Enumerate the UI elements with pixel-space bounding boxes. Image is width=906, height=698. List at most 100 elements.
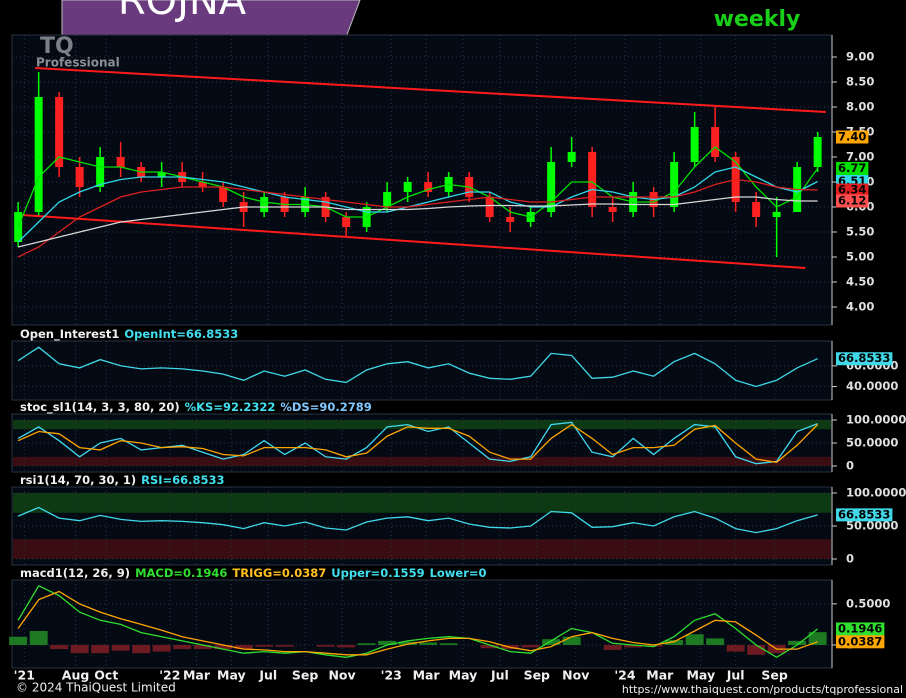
x-tick-label: Sep <box>761 668 787 683</box>
value-box <box>836 162 869 175</box>
histogram-bar <box>337 644 356 648</box>
panel-title: Open_Interest1 OpenInt=66.8533 <box>20 327 238 342</box>
value-box <box>836 130 869 144</box>
candle-body <box>34 97 43 212</box>
x-tick-label: '23 <box>381 668 402 683</box>
series-line <box>17 590 818 656</box>
y-tick-label: 5.50 <box>846 225 874 239</box>
histogram-bar <box>521 644 540 648</box>
candle-body <box>588 152 597 207</box>
band <box>13 456 831 467</box>
candle-body <box>608 207 617 212</box>
candle-body <box>670 162 679 207</box>
candle-body <box>198 182 207 187</box>
histogram-bar <box>624 644 643 648</box>
candle-body <box>424 182 433 192</box>
title-part: Lower=0 <box>430 566 487 580</box>
title-part: Upper=0.1559 <box>331 566 424 580</box>
candle-body <box>772 212 781 217</box>
title-part: rsi1(14, 70, 30, 1) <box>20 473 136 487</box>
series-line <box>17 423 819 463</box>
x-tick-label: May <box>686 668 715 683</box>
y-tick-label: 5.00 <box>846 250 874 264</box>
histogram-bar <box>173 644 192 650</box>
x-tick-label: Jul <box>258 668 277 683</box>
histogram-bar <box>788 640 807 645</box>
histogram-bar <box>480 644 499 649</box>
trendline <box>35 67 826 113</box>
x-tick-label: Sep <box>292 668 318 683</box>
title-part: %KS=92.2322 <box>185 400 276 414</box>
series-line <box>17 346 818 388</box>
candle-body <box>260 197 269 212</box>
candle-body <box>157 172 166 177</box>
histogram-bar <box>50 644 69 650</box>
title-part: stoc_sl1(14, 3, 3, 80, 20) <box>20 400 180 415</box>
candle-body <box>116 157 125 167</box>
candle-body <box>813 137 822 167</box>
histogram-bar <box>111 644 130 651</box>
histogram-bar <box>91 644 110 654</box>
band <box>13 419 831 430</box>
symbol: ROJNA <box>118 0 247 24</box>
candle-body <box>506 217 515 222</box>
value-box-label: 0.0387 <box>838 634 882 648</box>
x-tick-label: Mar <box>183 668 211 683</box>
histogram-bar <box>747 644 766 655</box>
histogram-bar <box>275 644 294 647</box>
histogram-bar <box>419 642 438 645</box>
candle-body <box>485 197 494 217</box>
y-tick-label: 8.00 <box>846 100 874 114</box>
x-tick-label: Aug <box>62 668 90 683</box>
panel-title: stoc_sl1(14, 3, 3, 80, 20) %KS=92.2322 %DS… <box>20 400 372 415</box>
candle-body <box>219 187 228 202</box>
value-box-label: 66.8533 <box>838 507 890 521</box>
histogram-bar <box>439 643 458 645</box>
panel <box>11 340 833 401</box>
histogram-bar <box>214 644 233 650</box>
x-tick-label: '22 <box>159 668 180 683</box>
histogram-bar <box>706 638 725 645</box>
histogram-bar <box>29 630 48 645</box>
y-tick-label: 4.50 <box>846 275 874 289</box>
x-tick-label: Oct <box>94 668 118 683</box>
y-tick-label: 4.00 <box>846 300 874 314</box>
plot-area: 9.008.508.007.507.006.506.005.505.004.50… <box>9 34 906 683</box>
candle-body <box>403 182 412 192</box>
value-box-label: 6.12 <box>838 194 866 208</box>
histogram-bar <box>562 636 581 645</box>
candle-body <box>75 167 84 187</box>
series-line <box>17 166 818 243</box>
copyright: © 2024 ThaiQuest Limited <box>16 681 176 695</box>
value-box <box>836 194 869 208</box>
value-box <box>836 183 869 197</box>
value-box-label: 0.1946 <box>838 621 882 635</box>
y-tick-label: 100.0000 <box>846 412 906 426</box>
histogram-bar <box>255 644 274 647</box>
candle-body <box>690 127 699 162</box>
y-tick-label: 9.00 <box>846 50 874 64</box>
series-line <box>17 178 818 258</box>
histogram-bar <box>644 644 663 647</box>
x-tick-label: May <box>217 668 246 683</box>
value-box-label: 6.34 <box>838 183 866 197</box>
histogram-bar <box>808 632 827 645</box>
series-line <box>17 196 818 248</box>
y-tick-label: 100.0000 <box>846 486 906 500</box>
x-tick-label: May <box>449 668 478 683</box>
trendline <box>22 214 806 269</box>
value-box-label: 7.40 <box>838 130 866 144</box>
y-tick-label: 0.5000 <box>846 596 890 610</box>
title-part: MACD=0.1946 <box>135 566 227 580</box>
histogram-bar <box>316 644 335 647</box>
series-line <box>17 584 818 659</box>
candle-body <box>96 157 105 187</box>
x-tick-label: Nov <box>562 668 589 683</box>
histogram-bar <box>685 634 704 645</box>
y-tick-label: 8.50 <box>846 75 874 89</box>
x-tick-label: Jul <box>726 668 745 683</box>
histogram-bar <box>542 639 561 645</box>
x-tick-label: Jul <box>490 668 509 683</box>
panel-title: macd1(12, 26, 9) MACD=0.1946 TRIGG=0.0387 U… <box>20 566 487 580</box>
